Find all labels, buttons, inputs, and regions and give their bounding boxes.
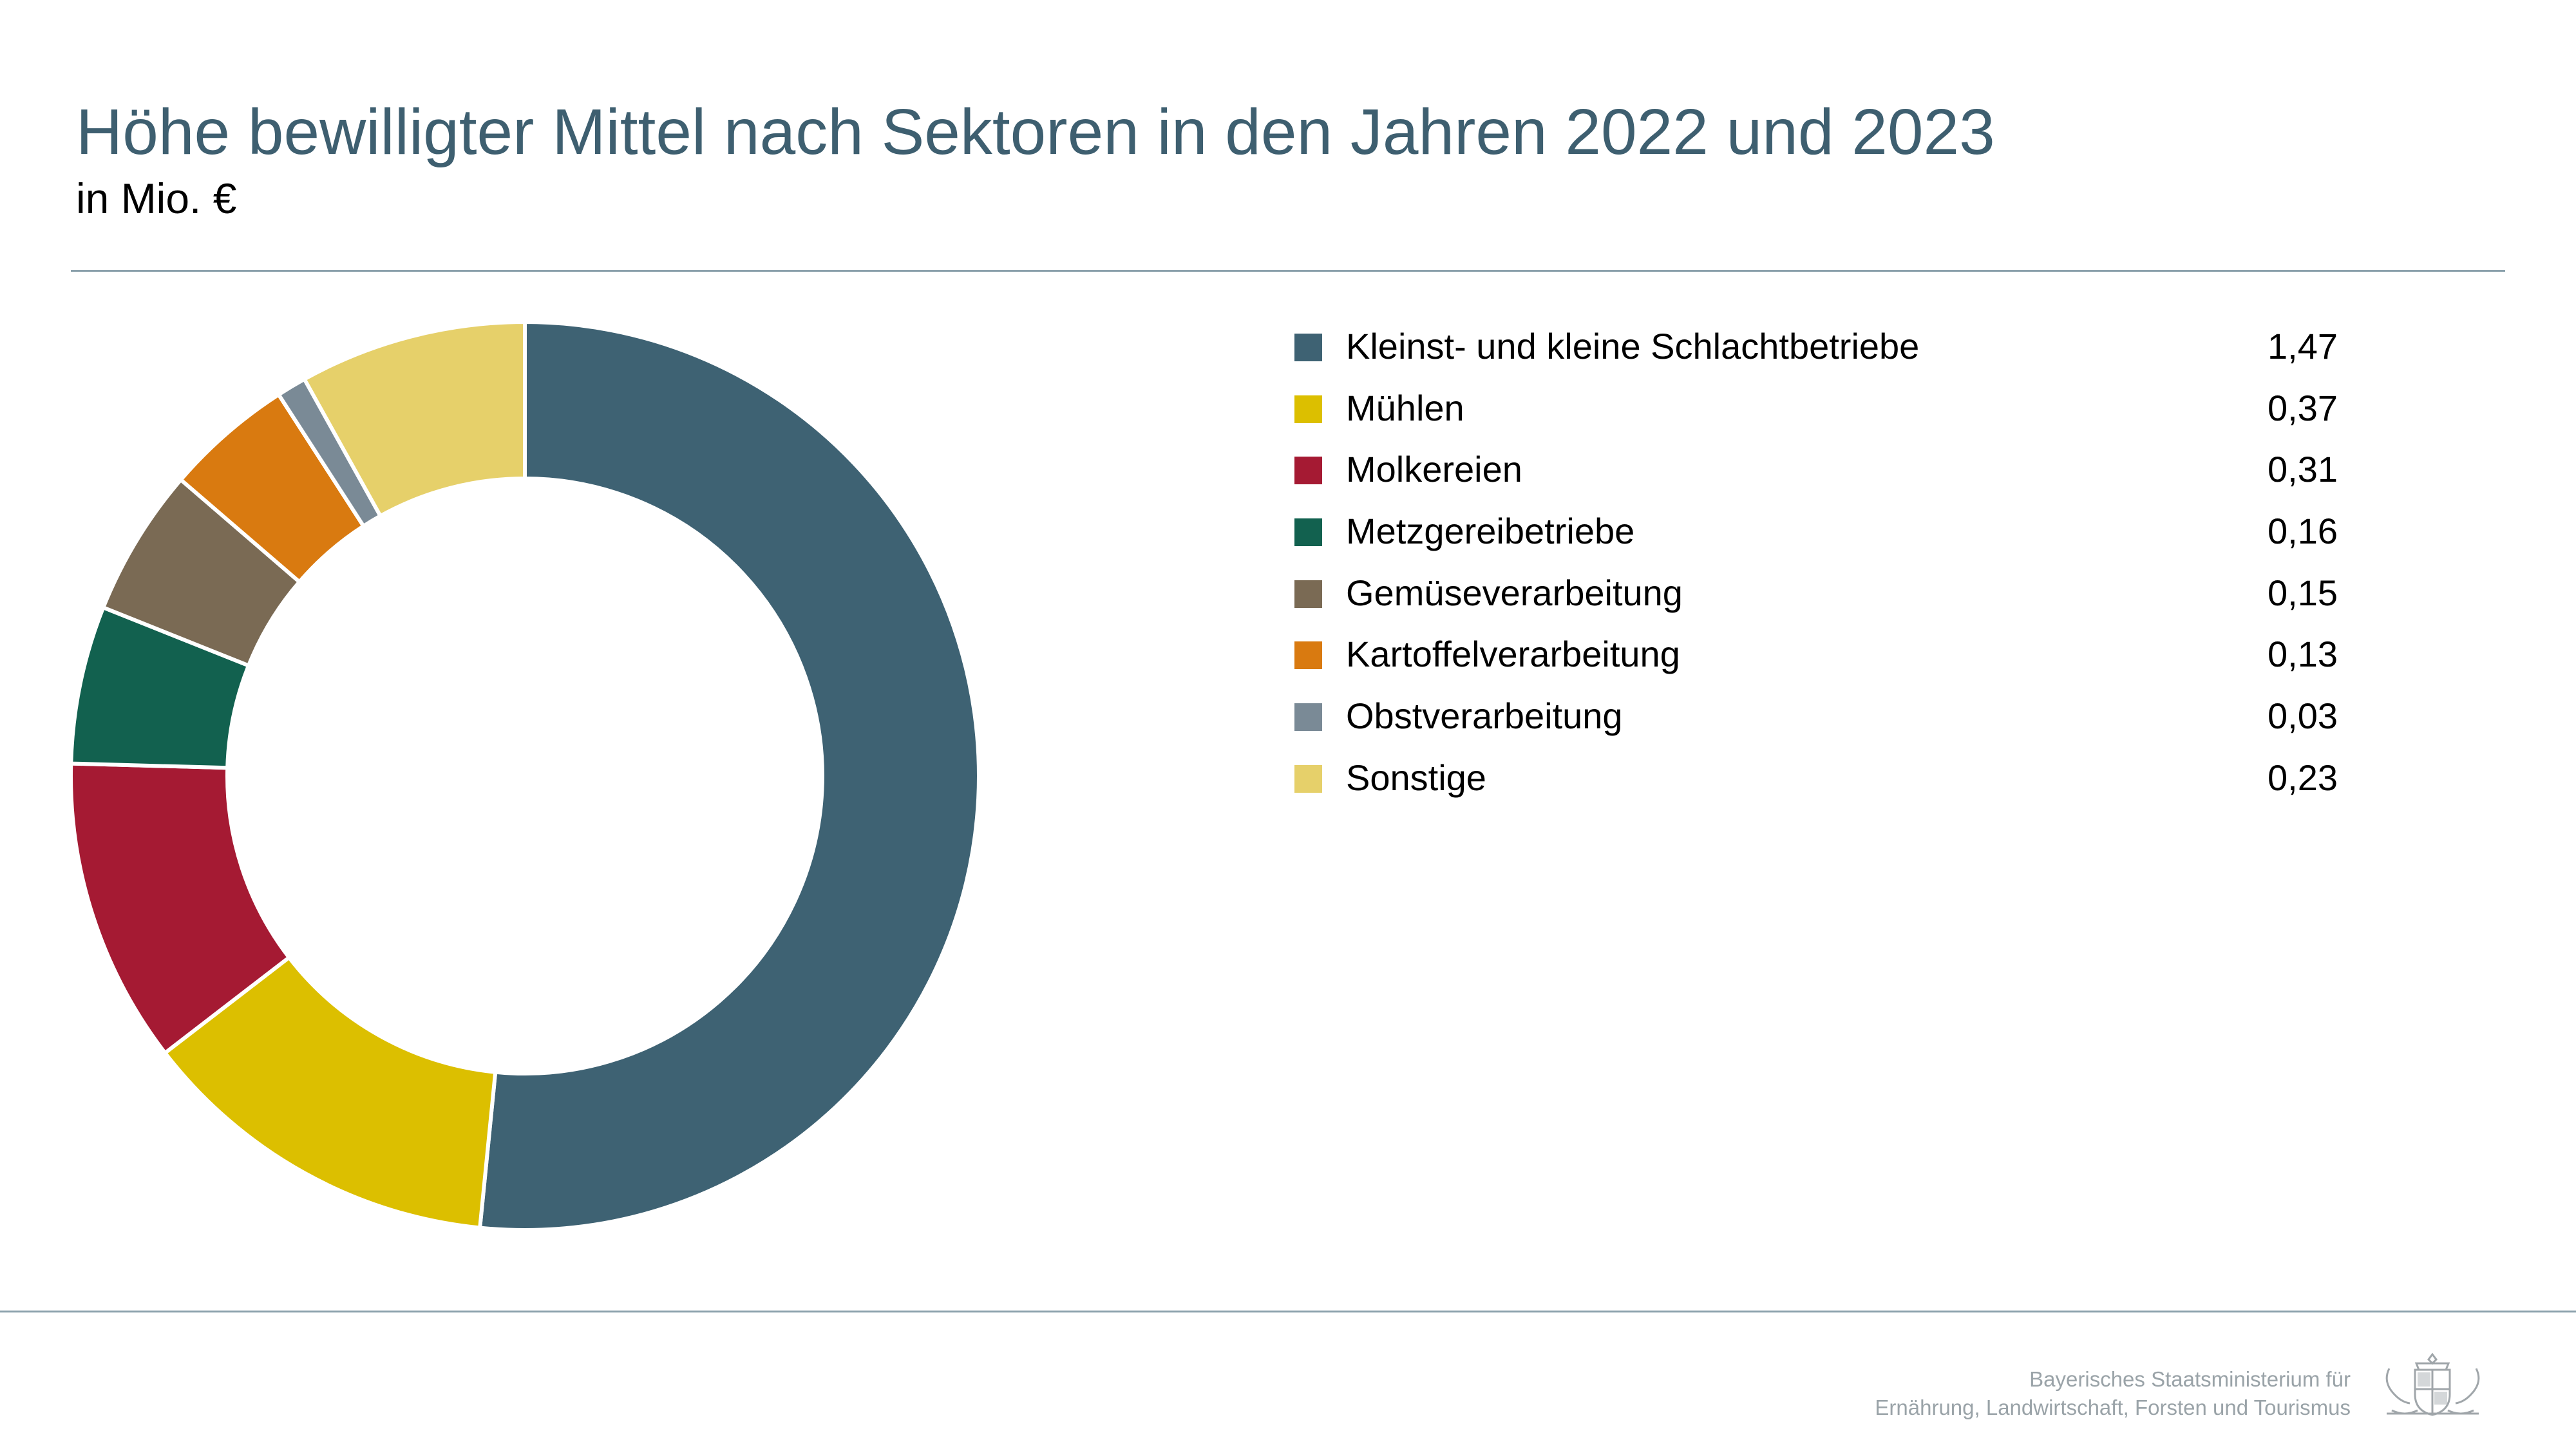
ministry-name-line2: Ernährung, Landwirtschaft, Forsten und T… bbox=[1875, 1396, 2351, 1419]
legend-label: Metzgereibetriebe bbox=[1346, 511, 1635, 552]
legend-value: 0,03 bbox=[2268, 696, 2338, 737]
legend-value: 1,47 bbox=[2268, 326, 2338, 366]
legend-label: Kleinst- und kleine Schlachtbetriebe bbox=[1346, 326, 1920, 366]
donut-slice-8 bbox=[301, 319, 527, 519]
legend-value: 0,15 bbox=[2268, 572, 2338, 613]
legend-item: Mühlen 0,37 bbox=[1294, 379, 2338, 440]
legend-item: Kartoffelverarbeitung 0,13 bbox=[1294, 625, 2338, 687]
legend-swatch bbox=[1294, 518, 1322, 547]
legend-item: Gemüseverarbeitung 0,15 bbox=[1294, 564, 2338, 625]
legend-label: Sonstige bbox=[1346, 757, 1486, 798]
legend-item: Kleinst- und kleine Schlachtbetriebe 1,47 bbox=[1294, 317, 2338, 379]
footer-divider bbox=[0, 1311, 2576, 1312]
legend-swatch bbox=[1294, 457, 1322, 485]
legend-label: Molkereien bbox=[1346, 449, 1522, 490]
legend-label: Kartoffelverarbeitung bbox=[1346, 634, 1680, 675]
legend-swatch bbox=[1294, 764, 1322, 793]
bavarian-crest-icon bbox=[2385, 1352, 2480, 1416]
legend-value: 0,23 bbox=[2268, 757, 2338, 798]
legend-label: Mühlen bbox=[1346, 387, 1464, 428]
legend-value: 0,31 bbox=[2268, 449, 2338, 490]
legend-label: Obstverarbeitung bbox=[1346, 696, 1623, 737]
legend-swatch bbox=[1294, 641, 1322, 670]
chart-subtitle: in Mio. € bbox=[76, 175, 237, 222]
chart-legend: Kleinst- und kleine Schlachtbetriebe 1,47… bbox=[1294, 317, 2338, 810]
chart-title: Höhe bewilligter Mittel nach Sektoren in… bbox=[76, 96, 1995, 168]
legend-swatch bbox=[1294, 703, 1322, 732]
legend-value: 0,13 bbox=[2268, 634, 2338, 675]
legend-item: Sonstige 0,23 bbox=[1294, 748, 2338, 810]
legend-value: 0,16 bbox=[2268, 511, 2338, 552]
donut-slice-1 bbox=[477, 319, 981, 1232]
legend-swatch bbox=[1294, 334, 1322, 361]
legend-value: 0,37 bbox=[2268, 387, 2338, 428]
ministry-name-line1: Bayerisches Staatsministerium für bbox=[2029, 1367, 2351, 1391]
header-divider bbox=[71, 270, 2505, 272]
legend-swatch bbox=[1294, 580, 1322, 608]
ministry-name: Bayerisches Staatsministerium für Ernähr… bbox=[1875, 1365, 2351, 1422]
legend-swatch bbox=[1294, 395, 1322, 423]
legend-item: Metzgereibetriebe 0,16 bbox=[1294, 502, 2338, 564]
legend-item: Molkereien 0,31 bbox=[1294, 440, 2338, 502]
legend-label: Gemüseverarbeitung bbox=[1346, 572, 1683, 613]
legend-item: Obstverarbeitung 0,03 bbox=[1294, 687, 2338, 748]
